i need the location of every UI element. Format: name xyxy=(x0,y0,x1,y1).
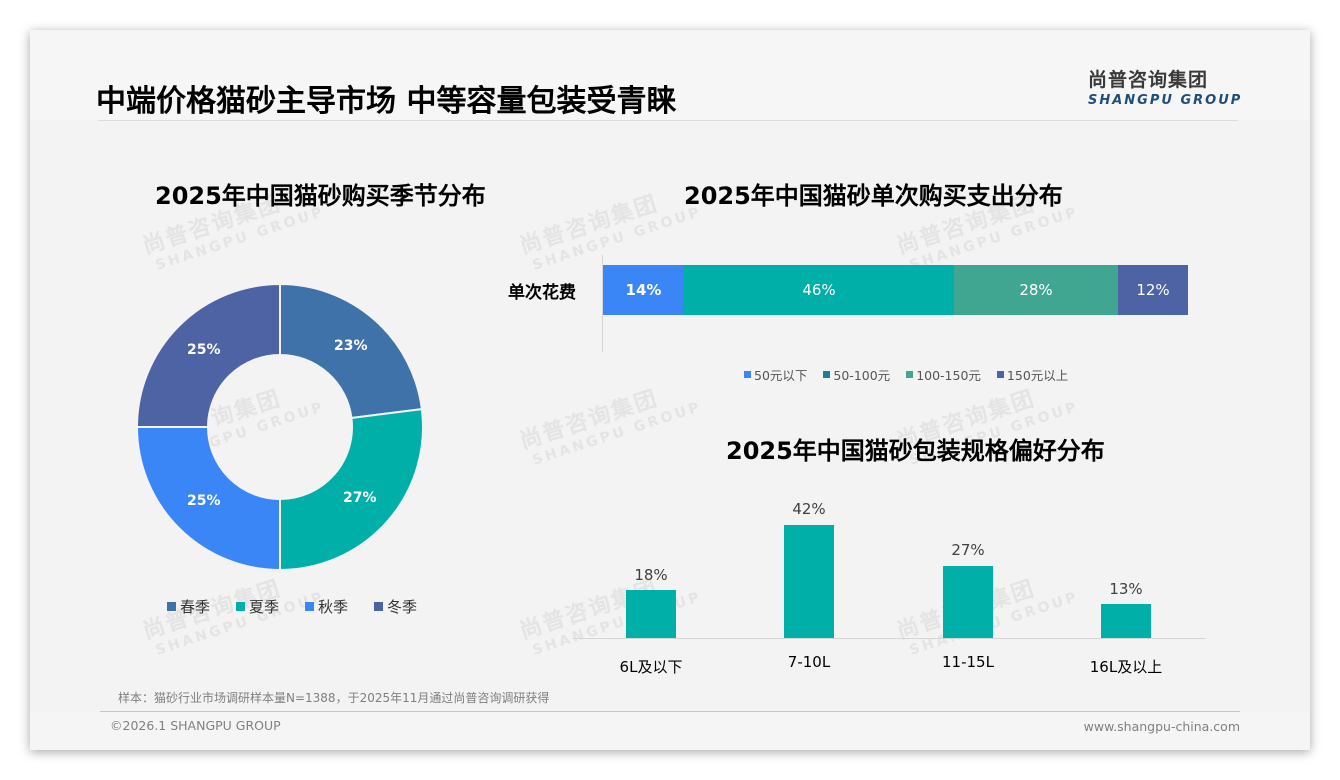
company-logo: 尚普咨询集团 SHANGPU GROUP xyxy=(1088,65,1242,108)
legend-item-spring: 春季 xyxy=(167,596,210,617)
legend-swatch xyxy=(167,602,176,611)
spend-stacked-bar: 14% 46% 28% 12% xyxy=(603,265,1188,315)
column-category-label: 11-15L xyxy=(942,653,994,671)
footer-divider xyxy=(100,711,1240,712)
legend-item-under-50: 50元以下 xyxy=(744,365,807,384)
stack-axis-line xyxy=(602,255,603,352)
legend-swatch xyxy=(305,602,315,611)
season-legend: 春季 夏季 秋季 冬季 xyxy=(167,596,443,617)
column-axis-line xyxy=(572,638,1206,639)
legend-swatch xyxy=(823,371,831,378)
legend-swatch xyxy=(744,371,751,378)
legend-item-over-150: 150元以上 xyxy=(996,365,1068,384)
column-value-label: 18% xyxy=(634,566,668,584)
slide: 尚普咨询集团 SHANGPU GROUP 尚普咨询集团 SHANGPU GROUP … xyxy=(30,30,1310,750)
legend-item-autumn: 秋季 xyxy=(305,596,348,617)
winter-slice-label: 25% xyxy=(187,342,221,358)
legend-item-50-100: 50-100元 xyxy=(823,365,890,384)
donut-slice-春季 xyxy=(279,282,423,420)
column-bar xyxy=(784,525,834,638)
season-chart-title: 2025年中国猫砂购买季节分布 xyxy=(155,182,486,210)
segment-under-50: 14% xyxy=(603,265,684,315)
footer-band xyxy=(30,712,1310,750)
legend-swatch xyxy=(906,371,914,378)
website-link[interactable]: www.shangpu-china.com xyxy=(1083,719,1240,734)
donut-slice-秋季 xyxy=(135,426,281,572)
segment-50-100: 46% xyxy=(684,265,954,315)
copyright-text: ©2026.1 SHANGPU GROUP xyxy=(110,718,281,733)
spring-slice-label: 23% xyxy=(334,338,368,354)
column-category-label: 16L及以上 xyxy=(1089,658,1163,676)
summer-slice-label: 27% xyxy=(343,490,377,506)
autumn-slice-label: 25% xyxy=(187,493,221,509)
title-divider xyxy=(98,120,1238,121)
donut-slice-冬季 xyxy=(135,282,281,428)
spend-chart-title: 2025年中国猫砂单次购买支出分布 xyxy=(684,182,1063,210)
logo-chinese-name: 尚普咨询集团 xyxy=(1088,69,1209,91)
column-category-label: 6L及以下 xyxy=(619,658,683,676)
legend-item-100-150: 100-150元 xyxy=(906,365,981,384)
segment-100-150: 28% xyxy=(954,265,1118,315)
column-value-label: 13% xyxy=(1109,580,1143,598)
column-value-label: 42% xyxy=(792,500,826,518)
donut-svg xyxy=(135,282,424,572)
column-category-label: 7-10L xyxy=(787,653,831,671)
package-chart-title: 2025年中国猫砂包装规格偏好分布 xyxy=(726,437,1105,465)
logo-english-name: SHANGPU GROUP xyxy=(1088,93,1243,108)
page-title: 中端价格猫砂主导市场 中等容量包装受青睐 xyxy=(96,84,677,119)
segment-over-150: 12% xyxy=(1118,265,1188,315)
column-value-label: 27% xyxy=(951,541,985,559)
header-band xyxy=(30,30,1310,120)
legend-swatch xyxy=(236,602,246,611)
donut-slice-夏季 xyxy=(279,407,424,572)
column-bar xyxy=(943,566,993,638)
column-bar xyxy=(626,590,676,638)
column-bar xyxy=(1101,604,1151,638)
legend-item-winter: 冬季 xyxy=(374,596,417,617)
legend-item-summer: 夏季 xyxy=(236,596,279,617)
sample-note: 样本：猫砂行业市场调研样本量N=1388，于2025年11月通过尚普咨询调研获得 xyxy=(118,691,550,705)
stack-category-label: 单次花费 xyxy=(508,283,576,303)
season-donut-chart: 23% 27% 25% 25% xyxy=(135,282,425,572)
legend-swatch xyxy=(996,371,1004,378)
legend-swatch xyxy=(374,602,384,611)
spend-legend: 50元以下 50-100元 100-150元 150元以上 xyxy=(744,365,1084,384)
